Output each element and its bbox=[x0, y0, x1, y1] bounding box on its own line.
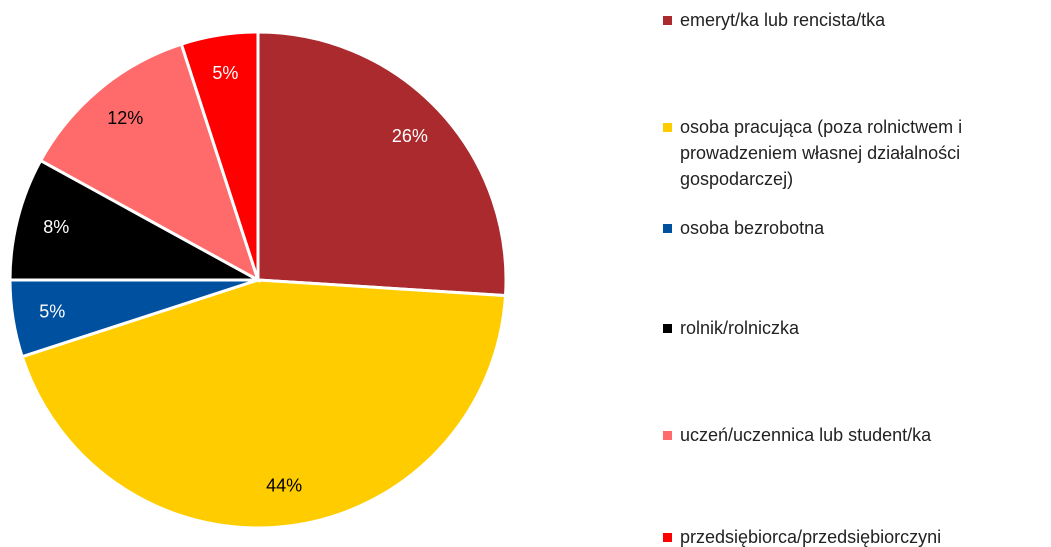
legend-item: uczeń/uczennica lub student/ka bbox=[663, 422, 1048, 448]
data-label: 12% bbox=[107, 108, 143, 128]
data-label: 5% bbox=[212, 63, 238, 83]
legend-item: osoba bezrobotna bbox=[663, 215, 1048, 241]
pie-slice bbox=[256, 30, 508, 298]
pie-chart: 26% 44% 5% 8% 12% 5% bbox=[8, 30, 508, 530]
legend-swatch bbox=[663, 324, 672, 333]
legend-label: emeryt/ka lub rencista/tka bbox=[680, 10, 886, 30]
legend-label: przedsiębiorca/przedsiębiorczyni bbox=[680, 527, 942, 547]
legend-swatch bbox=[663, 533, 672, 542]
legend-label: rolnik/rolniczka bbox=[680, 318, 800, 338]
pie-slice bbox=[20, 278, 508, 530]
legend-item: osoba pracująca (poza rolnictwem i prowa… bbox=[663, 114, 1048, 192]
pie-slice bbox=[8, 158, 259, 282]
legend-label: uczeń/uczennica lub student/ka bbox=[680, 425, 932, 445]
legend-label: osoba bezrobotna bbox=[680, 218, 825, 238]
legend: emeryt/ka lub rencista/tka osoba pracując… bbox=[663, 0, 1048, 547]
legend-swatch bbox=[663, 224, 672, 233]
data-label: 8% bbox=[43, 217, 69, 237]
pie-slice bbox=[179, 30, 260, 281]
data-label: 44% bbox=[266, 475, 302, 495]
legend-swatch bbox=[663, 123, 672, 132]
data-label: 26% bbox=[392, 126, 428, 146]
legend-swatch bbox=[663, 431, 672, 440]
data-label: 5% bbox=[39, 301, 65, 321]
pie-slice bbox=[38, 42, 261, 284]
legend-label: osoba pracująca (poza rolnictwem i prowa… bbox=[680, 117, 963, 189]
legend-item: emeryt/ka lub rencista/tka bbox=[663, 7, 1048, 33]
legend-item: przedsiębiorca/przedsiębiorczyni bbox=[663, 524, 1048, 547]
legend-item: rolnik/rolniczka bbox=[663, 315, 1048, 341]
legend-swatch bbox=[663, 16, 672, 25]
